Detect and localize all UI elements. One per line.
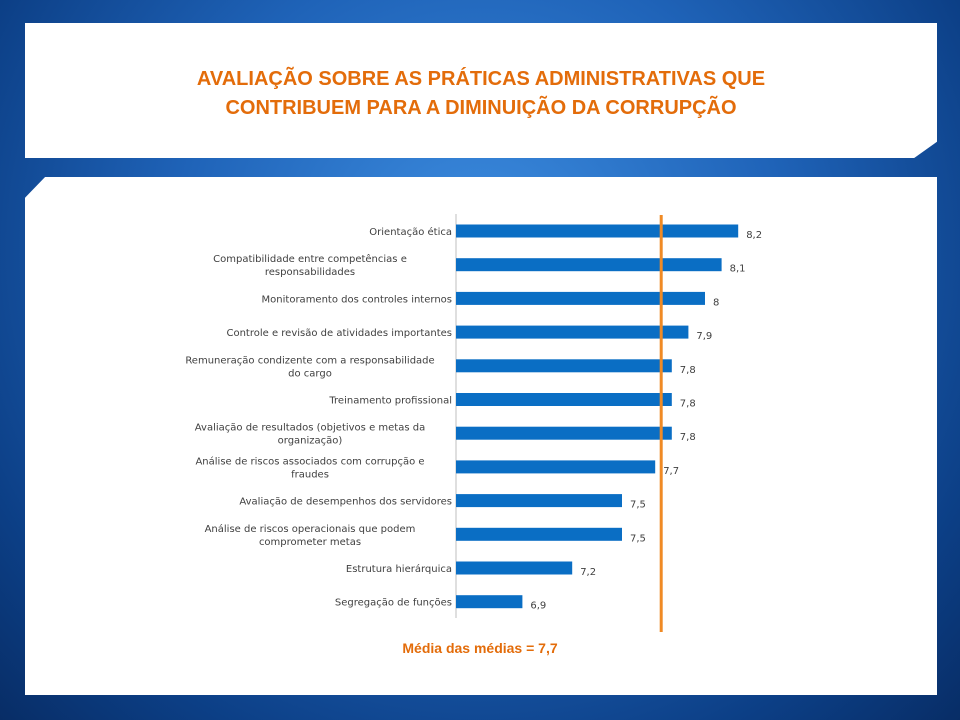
value-label: 6,9	[530, 601, 546, 612]
value-label: 7,8	[680, 399, 696, 410]
bar	[456, 494, 622, 508]
bar	[456, 291, 705, 305]
page-title: AVALIAÇÃO SOBRE AS PRÁTICAS ADMINISTRATI…	[196, 68, 766, 119]
bar	[456, 258, 722, 272]
value-label: 7,9	[696, 331, 712, 342]
average-note: Média das médias = 7,7	[402, 640, 558, 656]
category-label: Monitoramento dos controles internos	[262, 294, 452, 305]
bar	[456, 359, 672, 373]
category-label: Compatibilidade entre competências e resp…	[213, 253, 407, 278]
category-label: Segregação de funções	[335, 598, 452, 609]
category-label: Controle e revisão de atividades importa…	[226, 328, 452, 339]
category-label: Análise de riscos operacionais que podem…	[205, 523, 416, 548]
value-label: 8,2	[746, 230, 762, 241]
bar	[456, 224, 739, 238]
value-label: 8,1	[730, 264, 746, 275]
title-panel: AVALIAÇÃO SOBRE AS PRÁTICAS ADMINISTRATI…	[25, 23, 937, 158]
category-label: Avaliação de resultados (objetivos e met…	[195, 423, 425, 447]
value-label: 7,7	[663, 466, 679, 477]
category-label: Estrutura hierárquica	[346, 563, 452, 575]
bar	[456, 325, 689, 339]
bar	[456, 460, 656, 474]
bar	[456, 426, 672, 440]
value-label: 8	[713, 297, 719, 308]
value-label: 7,2	[580, 567, 596, 578]
category-label: Avaliação de desempenhos dos servidores	[239, 497, 452, 508]
bar	[456, 561, 573, 575]
value-label: 7,8	[680, 432, 696, 443]
category-label: Análise de riscos associados com corrupç…	[195, 455, 424, 480]
value-label: 7,5	[630, 533, 646, 544]
bar	[456, 393, 672, 406]
value-label: 7,5	[630, 500, 646, 511]
bar	[456, 527, 622, 541]
category-label: Orientação ética	[369, 226, 452, 238]
category-label: Remuneração condizente com a responsabil…	[185, 355, 434, 379]
value-label: 7,8	[680, 365, 696, 376]
bar	[456, 595, 523, 609]
category-label: Treinamento profissional	[328, 396, 452, 407]
